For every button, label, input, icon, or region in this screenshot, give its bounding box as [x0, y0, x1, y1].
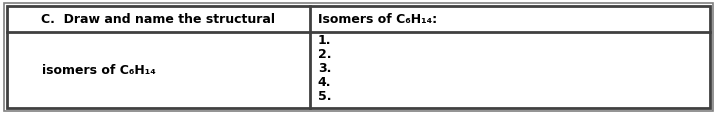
Text: C.  Draw and name the structural: C. Draw and name the structural: [42, 13, 275, 26]
Text: 4.: 4.: [318, 75, 331, 88]
Text: 1.: 1.: [318, 34, 331, 47]
Text: 2.: 2.: [318, 48, 331, 61]
Text: Isomers of C₆H₁₄:: Isomers of C₆H₁₄:: [318, 13, 437, 26]
Text: 5.: 5.: [318, 89, 331, 102]
Text: 3.: 3.: [318, 62, 331, 75]
Bar: [7, 7, 710, 108]
Text: isomers of C₆H₁₄: isomers of C₆H₁₄: [42, 64, 156, 77]
